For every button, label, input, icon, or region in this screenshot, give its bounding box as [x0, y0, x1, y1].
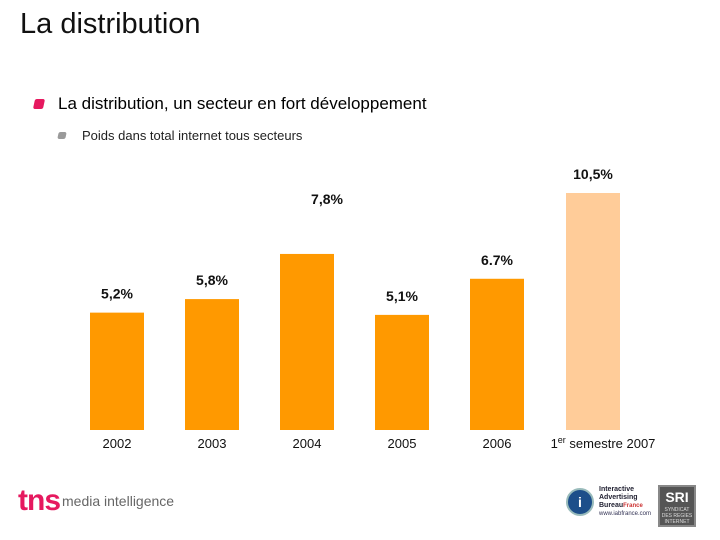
iab-logo: i Interactive Advertising BureauFrance w… [566, 486, 651, 518]
data-label-2003: 5,8% [196, 272, 228, 288]
bar-1er-semestre-2007 [566, 193, 620, 430]
bar-2005 [375, 314, 429, 430]
x-tick-2002: 2002 [103, 436, 132, 451]
main-bullet-text: La distribution, un secteur en fort déve… [58, 94, 427, 113]
sri-caption: SYNDICAT DES REGIES INTERNET [661, 507, 693, 525]
sub-bullet-text: Poids dans total internet tous secteurs [82, 128, 303, 143]
x-tick-2006: 2006 [483, 436, 512, 451]
iab-country: France [623, 503, 643, 509]
tns-logo-block: tns media intelligence [18, 484, 174, 518]
iab-line-1: Interactive [599, 486, 635, 493]
x-tick-2005: 2005 [388, 436, 417, 451]
bar-2002 [90, 312, 144, 430]
iab-line-2: Advertising [599, 494, 638, 501]
bar-2004 [280, 253, 334, 430]
main-bullet: La distribution, un secteur en fort déve… [32, 94, 427, 114]
x-tick-2004: 2004 [293, 436, 322, 451]
iab-url: www.iabfrance.com [599, 511, 652, 517]
sub-bullet: Poids dans total internet tous secteurs [57, 128, 303, 143]
iab-line-3: Bureau [599, 502, 624, 509]
iab-info-icon: i [566, 488, 594, 516]
tns-tagline: media intelligence [62, 493, 175, 509]
sri-logo-text: SRI [665, 489, 689, 505]
data-label-1er-semestre-2007: 10,5% [573, 166, 613, 182]
sri-logo: SRI SYNDICAT DES REGIES INTERNET [658, 485, 696, 527]
x-tick-2003: 2003 [198, 436, 227, 451]
bar-2006 [470, 278, 524, 430]
data-label-2006: 6.7% [481, 252, 513, 268]
data-label-2005: 5,1% [386, 288, 418, 304]
tns-logo: tns [18, 484, 61, 517]
page-title: La distribution [20, 8, 201, 40]
iab-text: Interactive Advertising BureauFrance www… [599, 486, 651, 518]
data-label-2004: 7,8% [311, 191, 343, 207]
x-tick-1er-semestre-2007: 1er semestre 2007 [551, 435, 656, 451]
data-label-2002: 5,2% [101, 286, 133, 302]
bar-2003 [185, 299, 239, 430]
